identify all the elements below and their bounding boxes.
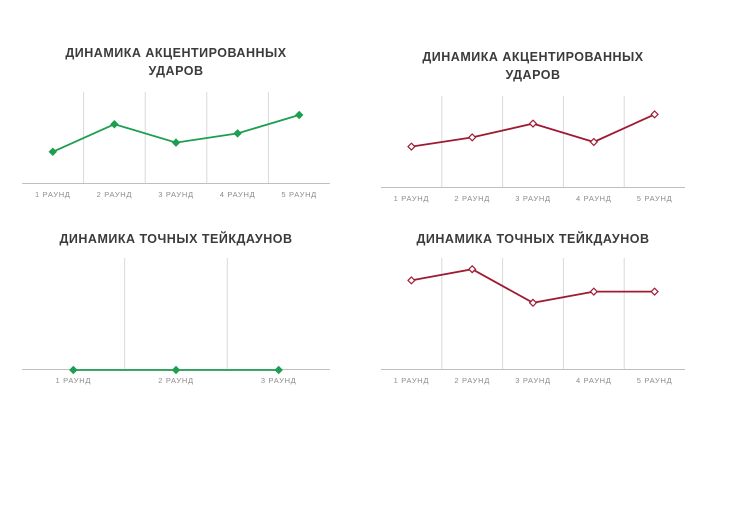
- data-point-marker: [407, 142, 416, 152]
- x-axis-label: 1 РАУНД: [55, 376, 92, 386]
- x-axis-label: 2 РАУНД: [454, 376, 490, 386]
- x-axis-label: 2 РАУНД: [96, 190, 133, 200]
- line-chart-svg: [381, 96, 685, 189]
- data-point-marker: [589, 287, 599, 296]
- data-point-marker: [48, 147, 58, 157]
- chart-accented-strikes-green: ДИНАМИКА АКЦЕНТИРОВАННЫХ УДАРОВ 1 РАУНД 2…: [22, 44, 330, 199]
- data-point-marker: [171, 138, 181, 148]
- chart-plot-area: [22, 92, 330, 185]
- data-point-marker: [69, 365, 78, 375]
- chart-title: ДИНАМИКА ТОЧНЫХ ТЕЙКДАУНОВ: [416, 232, 650, 246]
- x-axis-label: 3 РАУНД: [260, 376, 297, 386]
- data-point-marker: [650, 287, 659, 296]
- x-axis-label: 3 РАУНД: [158, 190, 194, 200]
- data-point-marker: [650, 110, 659, 119]
- data-series-line: [411, 113, 655, 148]
- chart-plot-area: [22, 258, 330, 375]
- line-chart-svg: [22, 92, 330, 185]
- chart-plot-area: [381, 96, 685, 189]
- x-axis-label: 5 РАУНД: [281, 190, 317, 200]
- x-axis-label: 5 РАУНД: [636, 194, 673, 204]
- chart-takedowns-green: ДИНАМИКА ТОЧНЫХ ТЕЙКДАУНОВ 1 РАУНД 2 РАУН…: [22, 230, 330, 385]
- data-point-marker: [407, 276, 416, 285]
- data-point-marker: [171, 365, 181, 375]
- x-axis-labels: 1 РАУНД 2 РАУНД 3 РАУНД 4 РАУНД 5 РАУНД: [381, 376, 685, 385]
- line-chart-svg: [381, 258, 685, 371]
- chart-accented-strikes-red: ДИНАМИКА АКЦЕНТИРОВАННЫХ УДАРОВ 1 РАУНД 2…: [381, 48, 685, 203]
- x-axis-label: 2 РАУНД: [454, 194, 490, 204]
- data-point-marker: [467, 133, 477, 142]
- data-point-marker: [294, 111, 304, 120]
- x-axis-label: 4 РАУНД: [575, 376, 612, 386]
- data-point-marker: [528, 119, 538, 129]
- line-chart-svg: [22, 258, 330, 375]
- x-axis-label: 1 РАУНД: [393, 376, 430, 386]
- x-axis-label: 4 РАУНД: [575, 194, 612, 204]
- x-axis-label: 1 РАУНД: [35, 190, 71, 200]
- x-axis-label: 3 РАУНД: [515, 194, 551, 204]
- x-axis-labels: 1 РАУНД 2 РАУНД 3 РАУНД 4 РАУНД 5 РАУНД: [22, 190, 330, 199]
- x-axis-label: 5 РАУНД: [636, 376, 673, 386]
- data-point-marker: [233, 129, 242, 138]
- x-axis-label: 1 РАУНД: [393, 194, 430, 204]
- x-axis-label: 2 РАУНД: [158, 376, 194, 386]
- x-axis-labels: 1 РАУНД 2 РАУНД 3 РАУНД: [22, 376, 330, 385]
- chart-title: ДИНАМИКА АКЦЕНТИРОВАННЫХ УДАРОВ: [422, 50, 644, 83]
- data-series-line: [411, 268, 655, 304]
- x-axis-label: 4 РАУНД: [219, 190, 256, 200]
- data-point-marker: [528, 298, 538, 308]
- x-axis-labels: 1 РАУНД 2 РАУНД 3 РАУНД 4 РАУНД 5 РАУНД: [381, 194, 685, 203]
- chart-takedowns-red: ДИНАМИКА ТОЧНЫХ ТЕЙКДАУНОВ 1 РАУНД 2 РАУН…: [381, 230, 685, 385]
- chart-title: ДИНАМИКА АКЦЕНТИРОВАННЫХ УДАРОВ: [65, 46, 287, 79]
- chart-plot-area: [381, 258, 685, 371]
- x-axis-label: 3 РАУНД: [515, 376, 551, 386]
- chart-title: ДИНАМИКА ТОЧНЫХ ТЕЙКДАУНОВ: [59, 232, 293, 246]
- data-point-marker: [467, 265, 477, 274]
- data-point-marker: [274, 365, 283, 375]
- data-point-marker: [110, 120, 119, 129]
- data-point-marker: [589, 138, 599, 147]
